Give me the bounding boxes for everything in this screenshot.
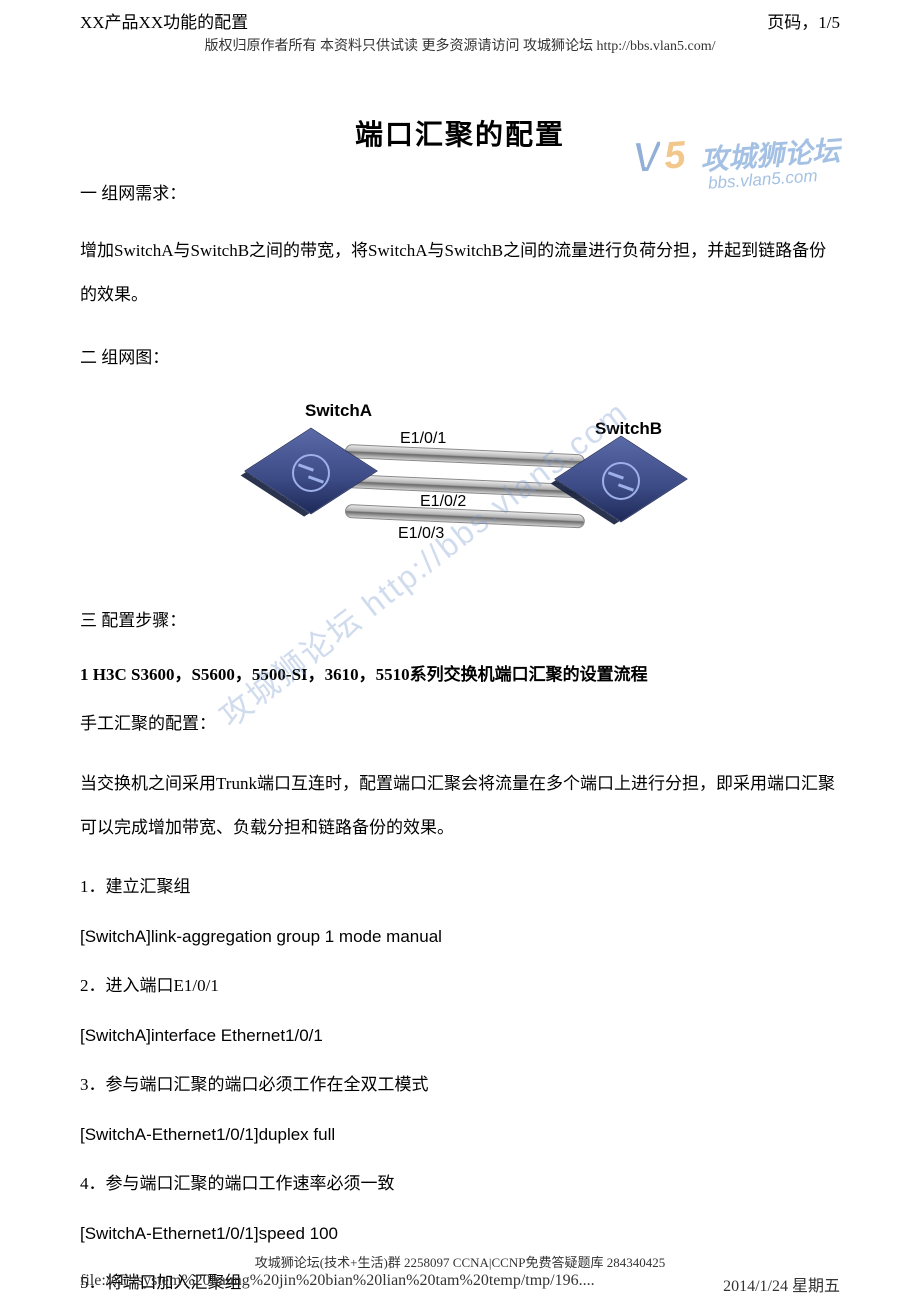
step-3-label: 3．参与端口汇聚的端口必须工作在全双工模式	[80, 1072, 840, 1098]
header-left: XX产品XX功能的配置	[80, 8, 248, 33]
section-3-sub1: 1 H3C S3600，S5600，5500-SI，3610，5510系列交换机…	[80, 662, 840, 688]
header-right: 页码，1/5	[767, 8, 840, 33]
step-1-label: 1．建立汇聚组	[80, 874, 840, 900]
network-diagram: SwitchA SwitchB E1/0/1 E1/0/2 E1/0/3	[200, 398, 720, 568]
switch-a-icon	[260, 438, 360, 502]
step-2-cmd: [SwitchA]interface Ethernet1/0/1	[80, 1023, 840, 1049]
cable-1	[345, 444, 585, 468]
page-header: XX产品XX功能的配置 页码，1/5	[0, 0, 920, 33]
footer-date: 2014/1/24 星期五	[723, 1272, 840, 1296]
step-3-cmd: [SwitchA-Ethernet1/0/1]duplex full	[80, 1122, 840, 1148]
section-2-heading: 二 组网图：	[80, 345, 840, 371]
switch-a-label: SwitchA	[305, 398, 372, 424]
step-4-cmd: [SwitchA-Ethernet1/0/1]speed 100	[80, 1221, 840, 1247]
document-body: 一 组网需求： 增加SwitchA与SwitchB之间的带宽，将SwitchA与…	[0, 181, 920, 1296]
port-label-2: E1/0/2	[420, 490, 466, 514]
step-1-cmd: [SwitchA]link-aggregation group 1 mode m…	[80, 924, 840, 950]
section-1-heading: 一 组网需求：	[80, 181, 840, 207]
footer-line1: 攻城狮论坛(技术+生活)群 2258097 CCNA|CCNP免费答疑题库 28…	[0, 1252, 920, 1271]
page-footer: 攻城狮论坛(技术+生活)群 2258097 CCNA|CCNP免费答疑题库 28…	[0, 1252, 920, 1296]
step-2-label: 2．进入端口E1/0/1	[80, 973, 840, 999]
footer-path: file:///F:/system%20haung%20jin%20bian%2…	[80, 1272, 595, 1296]
port-label-3: E1/0/3	[398, 522, 444, 546]
section-3-sub2: 手工汇聚的配置：	[80, 709, 840, 740]
step-4-label: 4．参与端口汇聚的端口工作速率必须一致	[80, 1171, 840, 1197]
switch-b-icon	[570, 446, 670, 510]
header-sub: 版权归原作者所有 本资料只供试读 更多资源请访问 攻城狮论坛 http://bb…	[0, 35, 920, 55]
section-3-heading: 三 配置步骤：	[80, 608, 840, 634]
section-1-body: 增加SwitchA与SwitchB之间的带宽，将SwitchA与SwitchB之…	[80, 229, 840, 317]
page-title: 端口汇聚的配置	[0, 113, 920, 153]
section-3-body: 当交换机之间采用Trunk端口互连时，配置端口汇聚会将流量在多个端口上进行分担，…	[80, 762, 840, 850]
switch-b-label: SwitchB	[595, 416, 662, 442]
port-label-1: E1/0/1	[400, 427, 446, 451]
